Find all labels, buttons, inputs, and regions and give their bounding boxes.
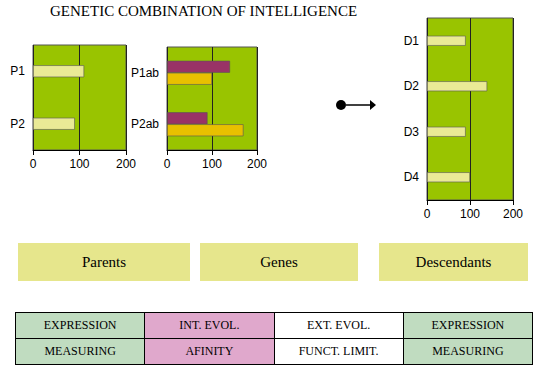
svg-text:P1ab: P1ab — [131, 66, 159, 80]
svg-text:200: 200 — [116, 157, 136, 171]
html-text:GENETIC COMBINATION OF INTELLI: GENETIC COMBINATION OF INTELLIGENCE — [50, 3, 357, 19]
svg-text:P1: P1 — [10, 64, 25, 78]
html-text:MEASURING: MEASURING — [44, 344, 116, 358]
html-text:Parents: Parents — [81, 253, 127, 270]
html-text:INT. EVOL.: INT. EVOL. — [179, 318, 240, 332]
svg-text:100: 100 — [69, 157, 89, 171]
svg-text:200: 200 — [247, 157, 267, 171]
svg-text:0: 0 — [30, 157, 37, 171]
svg-text:D4: D4 — [404, 170, 420, 184]
svg-text:P2: P2 — [10, 117, 25, 131]
html-text:Genes: Genes — [260, 253, 298, 270]
html-text:Descendants: Descendants — [415, 253, 492, 270]
svg-text:200: 200 — [503, 207, 523, 221]
html-text:EXPRESSION: EXPRESSION — [431, 318, 505, 332]
html-text:EXT. EVOL.: EXT. EVOL. — [306, 318, 371, 332]
html-text:FUNCT. LIMIT.: FUNCT. LIMIT. — [298, 344, 379, 358]
svg-text:D1: D1 — [404, 34, 420, 48]
svg-text:D2: D2 — [404, 79, 420, 93]
html-text:EXPRESSION: EXPRESSION — [43, 318, 117, 332]
svg-text:0: 0 — [424, 207, 431, 221]
svg-text:0: 0 — [164, 157, 171, 171]
svg-text:D3: D3 — [404, 125, 420, 139]
svg-text:100: 100 — [460, 207, 480, 221]
html-text:AFINITY: AFINITY — [185, 344, 234, 358]
svg-text:100: 100 — [202, 157, 222, 171]
svg-text:P2ab: P2ab — [131, 117, 159, 131]
html-text:MEASURING: MEASURING — [432, 344, 504, 358]
